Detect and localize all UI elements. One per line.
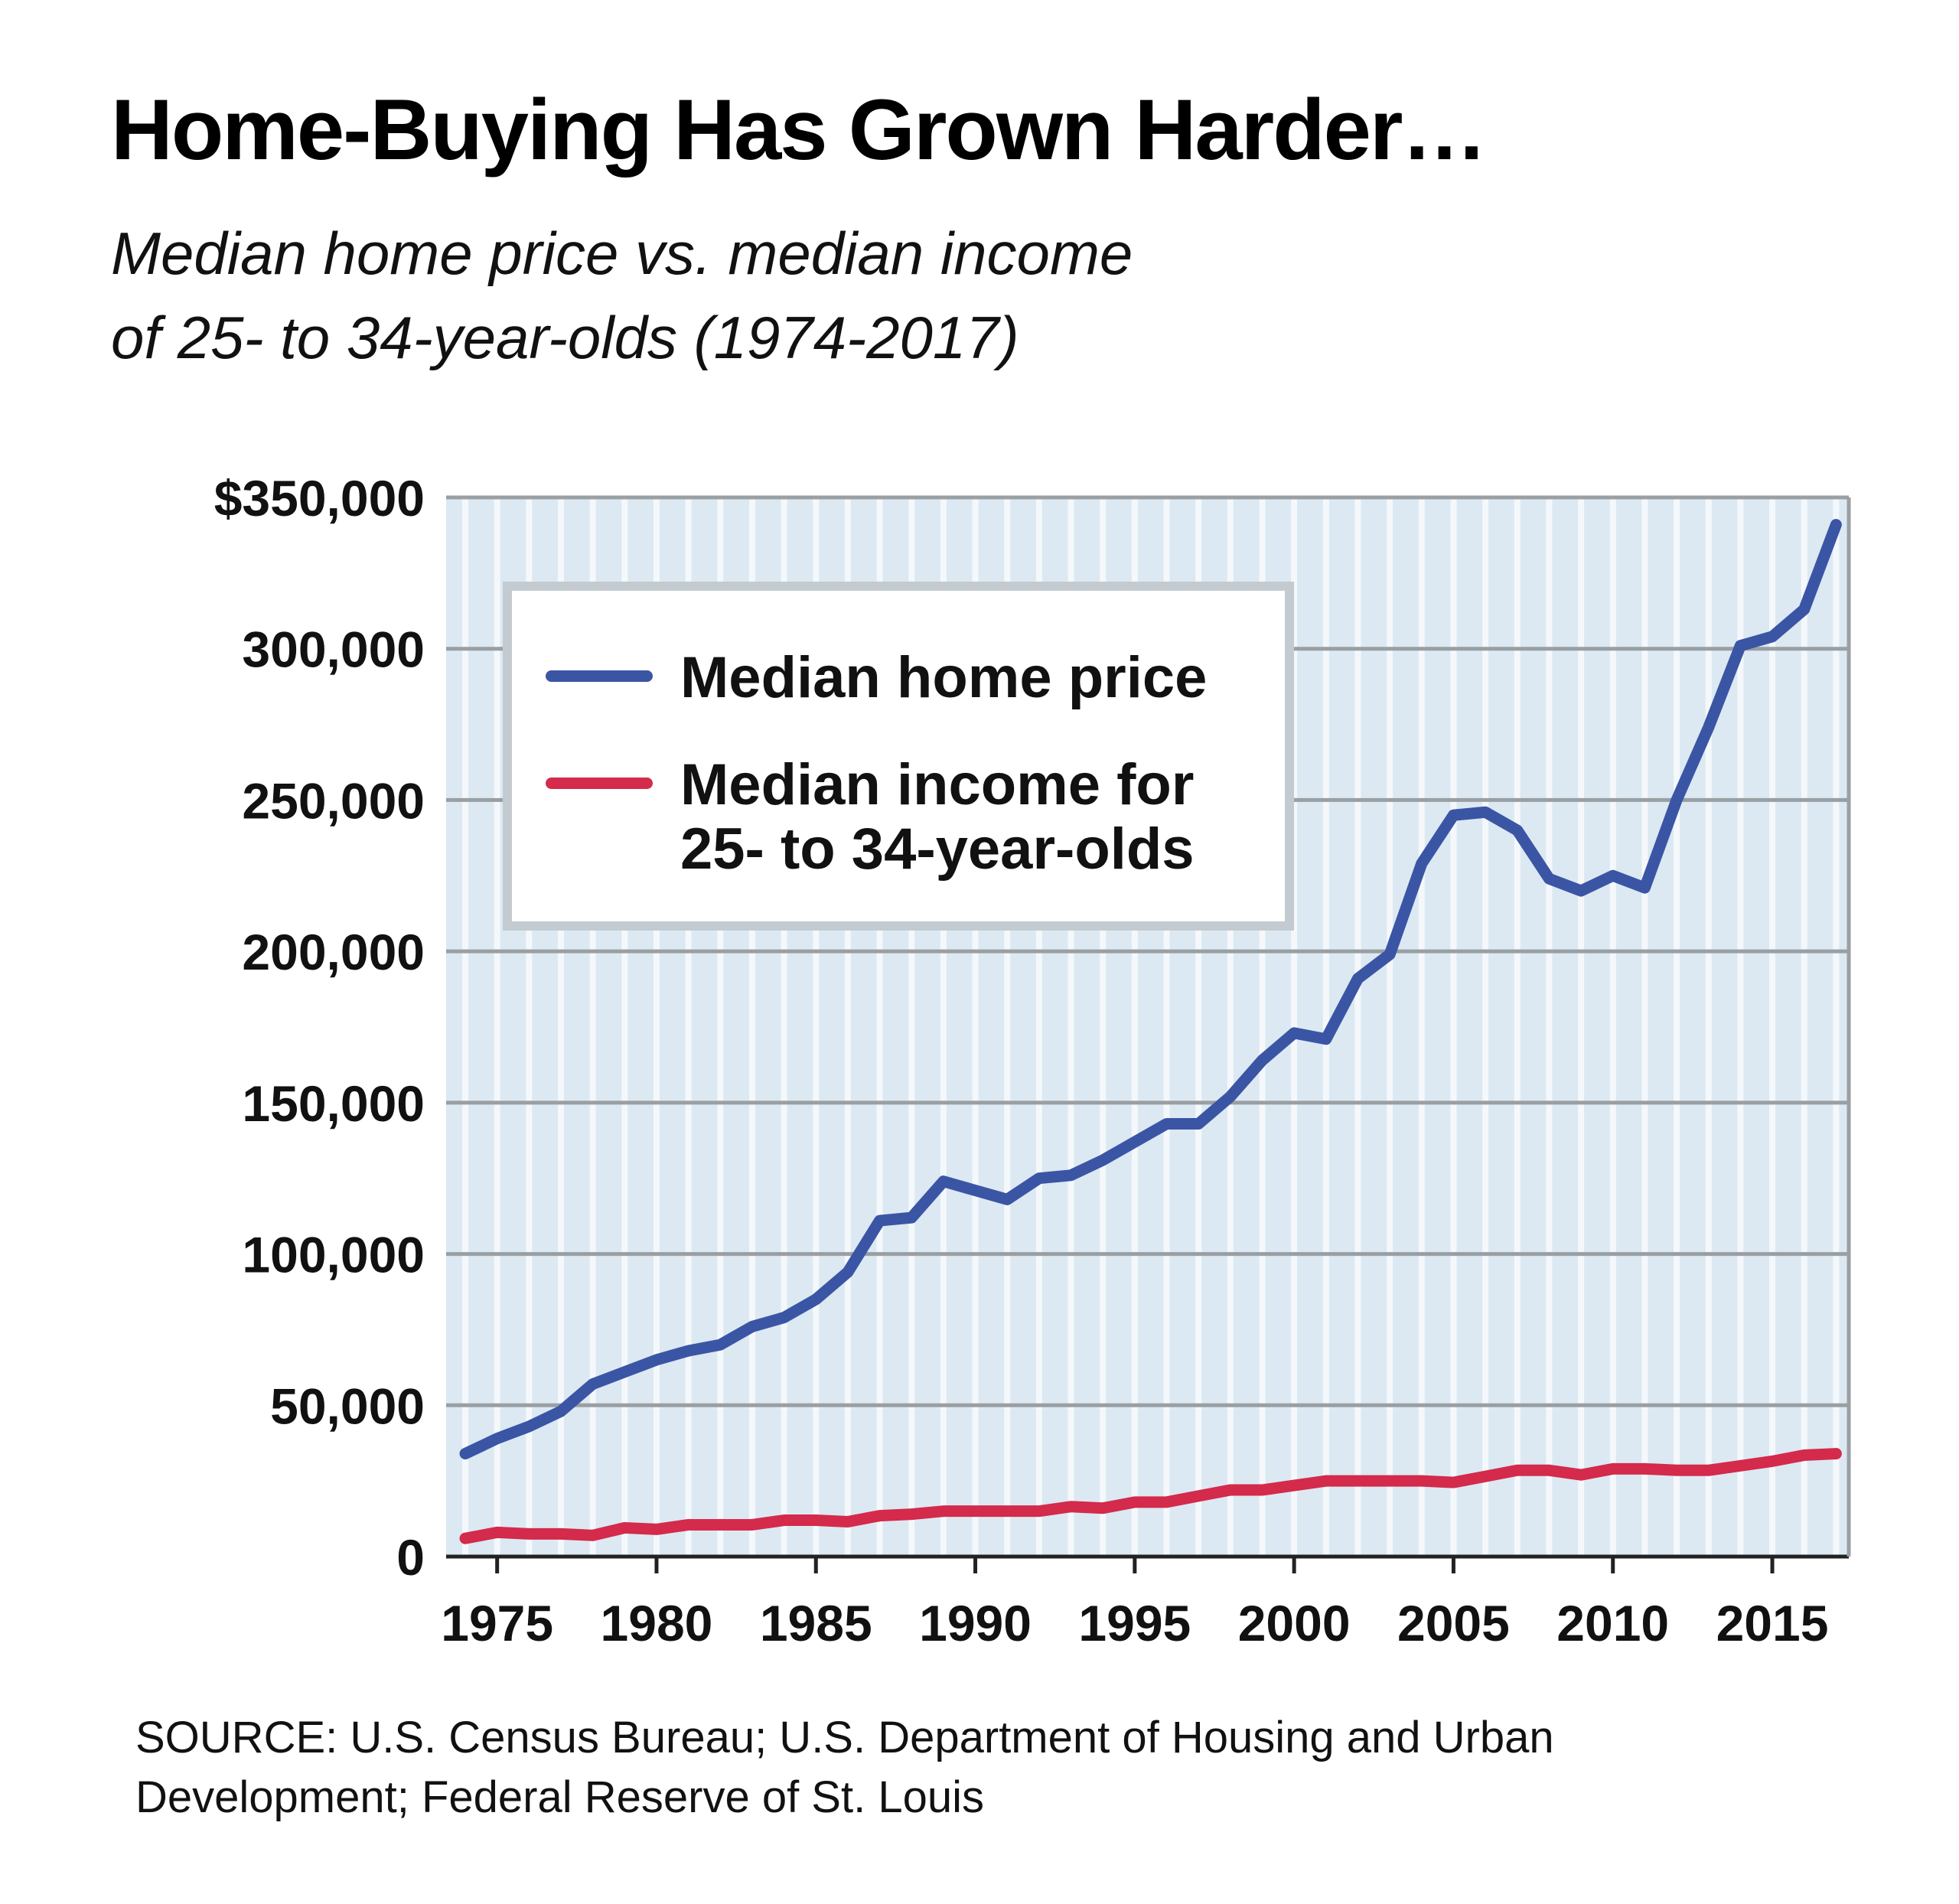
x-tick-label: 1980 <box>601 1595 713 1651</box>
chart-subtitle: Median home price vs. median income <box>111 220 1133 287</box>
x-tick-label: 2015 <box>1716 1595 1829 1651</box>
legend-swatch <box>546 778 653 789</box>
source-note: SOURCE: U.S. Census Bureau; U.S. Departm… <box>135 1713 1554 1822</box>
y-tick-label: 300,000 <box>242 621 425 678</box>
data-line <box>459 519 1842 1460</box>
chart-title: Home-Buying Has Grown Harder… <box>111 82 1486 178</box>
y-tick-label: 150,000 <box>242 1075 425 1132</box>
x-tick-label: 2000 <box>1238 1595 1351 1651</box>
y-tick-label: 0 <box>396 1529 425 1586</box>
y-tick-label: 200,000 <box>242 924 425 980</box>
y-tick-label: 250,000 <box>242 772 425 829</box>
x-tick-label: 1990 <box>919 1595 1032 1651</box>
x-tick-label: 1985 <box>760 1595 872 1651</box>
legend-label: Median income for 25- to 34-year-olds <box>680 752 1195 882</box>
legend: Median home price Median income for 25- t… <box>503 582 1294 931</box>
y-tick-label: 100,000 <box>242 1227 425 1283</box>
legend-label: Median home price <box>680 645 1208 710</box>
chart-subtitle: of 25- to 34-year-olds (1974-2017) <box>111 304 1019 371</box>
legend-swatch <box>546 670 653 682</box>
y-tick-label: 50,000 <box>270 1377 425 1434</box>
x-tick-label: 1995 <box>1078 1595 1191 1651</box>
x-tick-label: 2005 <box>1397 1595 1510 1651</box>
y-tick-label: $350,000 <box>214 470 425 527</box>
x-tick-label: 2010 <box>1556 1595 1669 1651</box>
data-line <box>459 1448 1842 1544</box>
x-tick-label: 1975 <box>441 1595 553 1651</box>
